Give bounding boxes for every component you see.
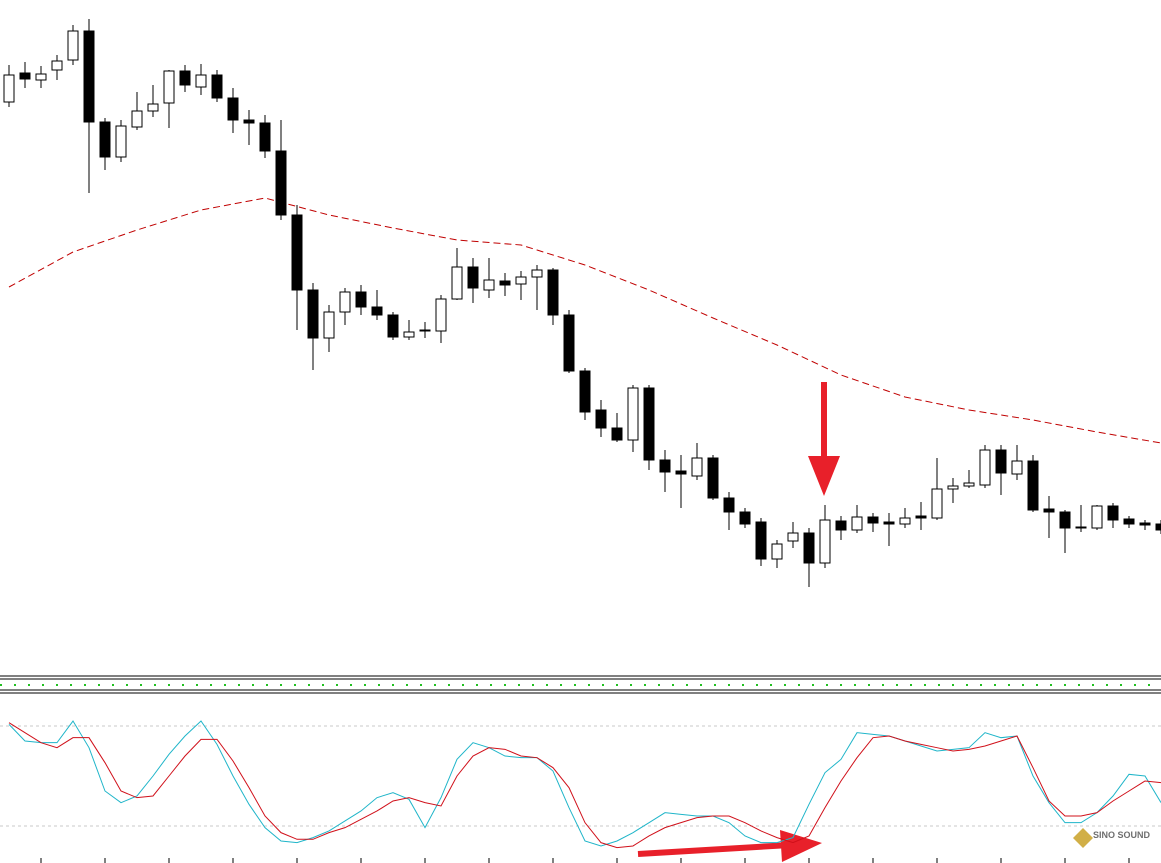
candle-body	[211, 74, 223, 99]
candle-body	[3, 74, 15, 103]
moving-average	[8, 197, 1161, 444]
candle-body	[819, 519, 831, 564]
candle-body	[531, 269, 543, 278]
candle-body	[307, 289, 319, 339]
oscillator-line	[8, 722, 1161, 849]
candle-body	[451, 266, 463, 300]
candle-body	[611, 427, 623, 441]
candle-body	[867, 516, 879, 524]
candle-body	[323, 311, 335, 339]
candle-body	[195, 74, 207, 88]
candle-body	[931, 488, 943, 519]
candle-body	[675, 470, 687, 475]
candle-body	[387, 314, 399, 338]
candle-body	[499, 280, 511, 286]
candle-body	[755, 521, 767, 560]
candle-body	[67, 30, 79, 61]
candle-body	[1027, 460, 1039, 511]
candle-body	[595, 409, 607, 429]
candle-body	[99, 121, 111, 158]
candle-body	[1155, 523, 1161, 531]
candle-body	[339, 291, 351, 313]
candle-body	[547, 269, 559, 316]
candle-body	[291, 214, 303, 291]
candle-body	[787, 532, 799, 542]
candle-body	[723, 497, 735, 513]
candle-body	[899, 517, 911, 525]
candle-body	[147, 103, 159, 112]
candle-body	[131, 110, 143, 128]
candle-body	[179, 70, 191, 86]
candle-body	[995, 449, 1007, 474]
candle-body	[1139, 522, 1151, 526]
candle-body	[1091, 505, 1103, 529]
candle-body	[1059, 511, 1071, 529]
candle-body	[691, 457, 703, 477]
candle-body	[259, 122, 271, 152]
candle-body	[659, 459, 671, 473]
candle-body	[803, 532, 815, 564]
candle-body	[627, 387, 639, 441]
candle-body	[1107, 505, 1119, 521]
oscillator-line	[8, 720, 1161, 847]
candle-body	[979, 449, 991, 486]
candle-body	[483, 279, 495, 291]
candle-body	[739, 511, 751, 525]
candle-body	[227, 97, 239, 121]
candle-body	[915, 515, 927, 519]
candle-body	[563, 314, 575, 372]
watermark-text: SINO SOUND	[1093, 830, 1151, 840]
candle-body	[835, 520, 847, 531]
candle-body	[467, 266, 479, 289]
candle-body	[771, 543, 783, 560]
candle-body	[83, 30, 95, 123]
candle-body	[1043, 508, 1055, 513]
candle-body	[851, 516, 863, 531]
candle-body	[707, 457, 719, 499]
candle-body	[643, 387, 655, 461]
watermark: SINO SOUND	[1073, 828, 1151, 848]
candle-body	[579, 370, 591, 413]
candle-body	[1075, 526, 1087, 529]
candle-body	[515, 276, 527, 285]
candle-body	[883, 521, 895, 525]
candle-body	[403, 331, 415, 338]
candle-body	[275, 150, 287, 216]
candle-body	[19, 72, 31, 80]
candle-body	[51, 60, 63, 71]
candle-body	[419, 329, 431, 332]
candle-body	[435, 298, 447, 332]
candle-body	[371, 306, 383, 316]
candle-body	[115, 125, 127, 158]
candle-body	[355, 291, 367, 308]
candle-body	[243, 119, 255, 124]
candle-body	[947, 485, 959, 490]
candle-body	[1011, 460, 1023, 475]
candle-body	[1123, 518, 1135, 525]
arrow-down	[808, 382, 840, 496]
candle-body	[963, 482, 975, 487]
candle-body	[163, 70, 175, 104]
candle-body	[35, 73, 47, 81]
